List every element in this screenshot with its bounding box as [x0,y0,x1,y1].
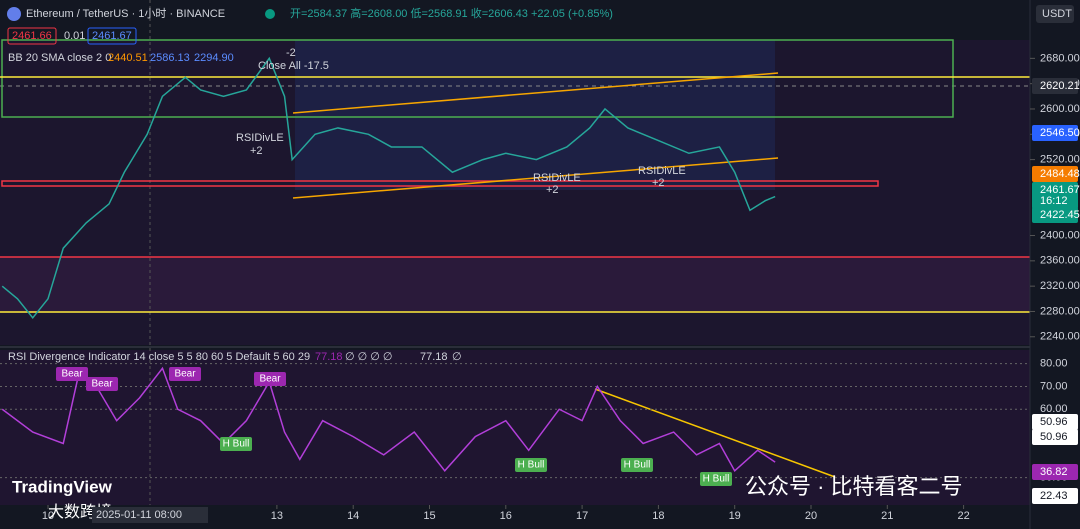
x-tick-label: 10 [42,510,54,522]
price-marker-label: 2484.48 [1040,168,1080,180]
divergence-tag [169,367,201,381]
price-marker-label: 36.82 [1040,466,1068,478]
bid[interactable]: 2461.66 [12,30,52,42]
rsi-extras: ∅ ∅ ∅ ∅ [345,351,393,363]
divergence-label: H Bull [518,460,545,471]
price-marker-label: 50.96 [1040,416,1068,428]
rsi-line [1,366,776,472]
annotation: RSIDivLE [533,172,581,184]
spread: 0.01 [64,30,85,42]
price-marker-label: 16:12 [1040,195,1068,207]
y-tick-label: 2280.00 [1040,305,1080,317]
price-marker [1032,125,1078,141]
rsi-extras2: ∅ [452,351,462,363]
divergence-label: H Bull [624,460,651,471]
ohlc: 开=2584.37 高=2608.00 低=2568.91 收=2606.43 … [290,6,613,20]
price-marker [1032,414,1078,430]
y-tick-label: 2400.00 [1040,229,1080,241]
divergence-label: H Bull [703,474,730,485]
divergence-label: Bear [91,379,113,390]
divergence-tag [254,372,286,386]
x-tick-label: 13 [271,510,283,522]
x-tick-label: 17 [576,510,588,522]
annotation: Close All -17.5 [258,60,329,72]
y-tick-label: 2520.00 [1040,154,1080,166]
x-tick-label: 18 [652,510,664,522]
price-line [1,56,776,319]
x-tick-label: 22 [957,510,969,522]
bb-basis: 2440.51 [108,52,148,64]
time-cursor: 2025-01-11 08:00 [96,509,182,521]
divergence-label: Bear [259,374,281,385]
price-marker [1032,78,1078,94]
y-tick-label: 60.00 [1040,403,1068,415]
annotation: RSIDivLE [638,165,686,177]
price-marker-label: 2620.21 [1040,80,1080,92]
divergence-tag [515,458,547,472]
logo: TradingView [12,477,113,496]
price-marker [1032,166,1078,182]
price-marker [1032,488,1078,504]
y-tick-label: 2360.00 [1040,255,1080,267]
divergence-label: Bear [61,369,83,380]
divergence-tag [86,377,118,391]
divergence-tag [56,367,88,381]
y-tick-label: 80.00 [1040,358,1068,370]
y-tick-label: 2600.00 [1040,103,1080,115]
zone-green [1,39,954,118]
rsi-value2: 77.18 [420,351,448,363]
x-tick-label: 14 [347,510,359,522]
divergence-label: Bear [174,369,196,380]
y-tick-label: 2240.00 [1040,331,1080,343]
x-tick-label: 16 [500,510,512,522]
price-marker-label: 2422.45 [1040,209,1080,221]
price-marker-label: 2546.50 [1040,127,1080,139]
ask[interactable]: 2461.67 [92,30,132,42]
x-tick-label: 19 [729,510,741,522]
bb-upper: 2586.13 [150,52,190,64]
price-marker-label: 50.96 [1040,431,1068,443]
annotation: +2 [652,177,665,189]
y-tick-label: 2320.00 [1040,280,1080,292]
currency[interactable]: USDT [1042,8,1072,20]
divergence-tag [621,458,653,472]
divergence-label: H Bull [223,439,250,450]
y-tick-label: 70.00 [1040,380,1068,392]
price-marker [1032,429,1078,445]
annotation: +2 [250,145,263,157]
annotation: RSIDivLE [236,132,284,144]
divergence-tag [220,437,252,451]
bb-title: BB 20 SMA close 2 0 [8,52,111,64]
price-marker-label: 2461.67 [1040,184,1080,196]
price-marker-label: 22.43 [1040,490,1068,502]
watermark-right: 公众号 · 比特看客二号 [745,474,963,499]
price-marker [1032,193,1078,209]
price-marker [1032,464,1078,480]
x-tick-label: 21 [881,510,893,522]
y-tick-label: 2680.00 [1040,52,1080,64]
rsi-value: 77.18 [315,351,343,363]
annotation: +2 [546,184,559,196]
symbol: Ethereum / TetherUS · 1小时 · BINANCE [26,7,225,20]
x-tick-label: 20 [805,510,817,522]
annotation: -2 [286,47,296,59]
divergence-tag [700,472,732,486]
bb-lower: 2294.90 [194,52,234,64]
price-marker [1032,207,1078,223]
x-tick-label: 15 [423,510,435,522]
rsi-title: RSI Divergence Indicator 14 close 5 5 80… [8,351,310,363]
